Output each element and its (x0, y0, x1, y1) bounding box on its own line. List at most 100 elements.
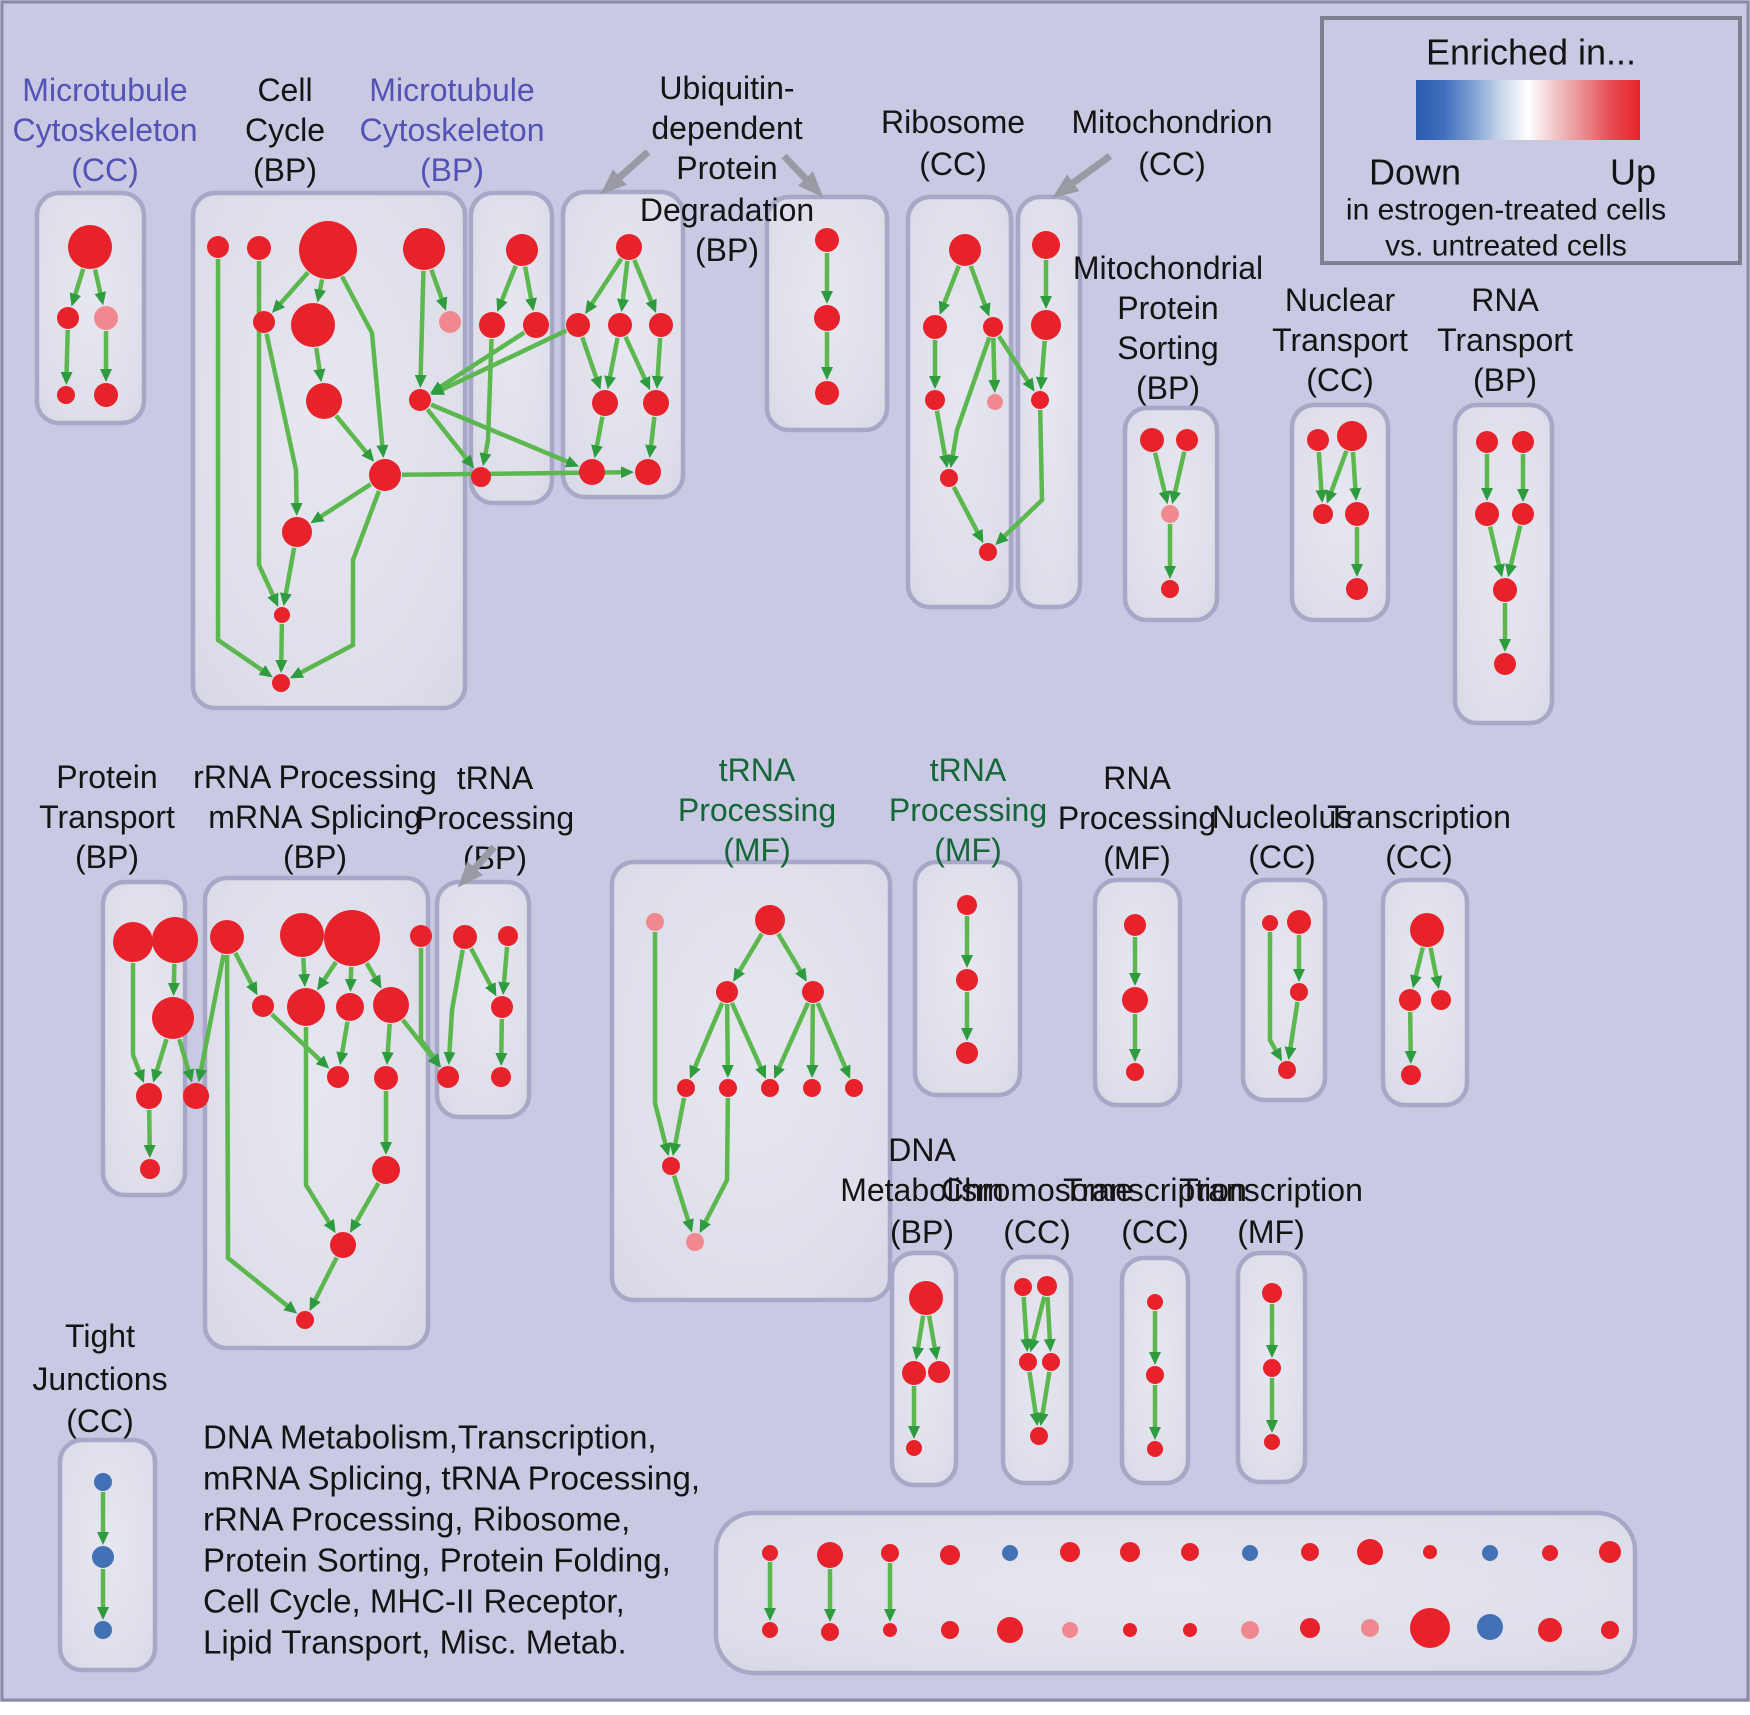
edge (401, 1018, 441, 1068)
node-red (815, 381, 839, 405)
group-label: Degradation (640, 192, 814, 228)
node-red (1475, 502, 1499, 526)
node-red (1161, 580, 1179, 598)
node-red (883, 1623, 897, 1637)
edge (425, 408, 475, 469)
node-red (1512, 503, 1534, 525)
node-red (1313, 504, 1333, 524)
misc-terms-text-line: mRNA Splicing, tRNA Processing, (203, 1460, 700, 1497)
edge (968, 265, 991, 317)
node-red (324, 910, 380, 966)
node-red (1122, 987, 1148, 1013)
edge (645, 416, 658, 459)
edge (938, 265, 961, 315)
node-red (1301, 1543, 1319, 1561)
edge (313, 347, 326, 383)
group-box (1000, 1254, 1074, 1486)
group-label: rRNA Processing (193, 759, 437, 795)
edge (469, 947, 497, 997)
group-label: (BP) (253, 152, 317, 188)
group-microtubule-cytoskeleton-bp (468, 190, 555, 506)
node-red (1014, 1278, 1032, 1296)
node-red (437, 1066, 459, 1088)
group-label: Transport (1272, 322, 1408, 358)
group-label: (CC) (1306, 362, 1374, 398)
edge (430, 402, 580, 468)
node-red (956, 1042, 978, 1064)
node-red (471, 467, 491, 487)
node-red (1140, 428, 1164, 452)
legend-subtitle-2: vs. untreated cells (1385, 230, 1627, 263)
edge (271, 270, 310, 314)
node-red (979, 543, 997, 561)
group-label: Mitochondrial (1073, 250, 1263, 286)
node-red (802, 981, 824, 1003)
group-label: Mitochondrion (1072, 104, 1273, 140)
node-red (409, 389, 431, 411)
node-red (1031, 310, 1061, 340)
group-rna-transport-bp (1452, 402, 1555, 726)
edge (1152, 452, 1171, 505)
edge (498, 946, 511, 996)
edge (1404, 1011, 1417, 1065)
edge (167, 963, 180, 997)
edge (652, 932, 672, 1157)
node-red (1264, 1434, 1280, 1450)
group-box (1240, 877, 1328, 1103)
node-red (1599, 1541, 1621, 1563)
group-label: tRNA (930, 752, 1007, 788)
legend-box (1320, 16, 1742, 265)
group-label: Processing (889, 792, 1047, 828)
edge (195, 954, 226, 1083)
group-box (1289, 402, 1391, 623)
node-pink (94, 306, 118, 330)
group-label: (MF) (1103, 840, 1171, 876)
group-label: Ubiquitin- (659, 70, 794, 106)
group-label: dependent (651, 110, 802, 146)
node-red (113, 922, 153, 962)
group-label: (MF) (723, 832, 791, 868)
node-red (1147, 1441, 1163, 1457)
edge (151, 1038, 169, 1083)
edge (275, 623, 288, 674)
edge (298, 957, 311, 988)
group-transcription-cc-middle (1380, 877, 1470, 1108)
group-label: Transcription (1327, 799, 1511, 835)
edge (733, 932, 764, 982)
node-red (940, 469, 958, 487)
legend-title: Enriched in... (1426, 32, 1636, 73)
node-pink (646, 913, 664, 931)
group-label: Nucleolus (1212, 799, 1353, 835)
group-label: tRNA (719, 752, 796, 788)
node-red (817, 1542, 843, 1568)
group-label: Processing (678, 792, 836, 828)
node-pink (987, 394, 1003, 410)
group-label: tRNA (457, 760, 534, 796)
group-label: Protein (676, 150, 777, 186)
group-label: Nuclear (1285, 282, 1396, 318)
edge (414, 270, 427, 389)
node-pink (1161, 505, 1179, 523)
node-red (815, 228, 839, 252)
group-label: (CC) (1121, 1214, 1189, 1250)
node-red (762, 1622, 778, 1638)
node-red (845, 1079, 863, 1097)
node-red (957, 895, 977, 915)
node-red (1357, 1539, 1383, 1565)
node-red (306, 383, 342, 419)
edge (349, 1181, 381, 1233)
group-label: Tight (65, 1318, 135, 1354)
edge (1325, 450, 1349, 504)
node-red (247, 236, 271, 260)
edge (699, 1097, 731, 1234)
edge (671, 1174, 694, 1233)
node-pink (686, 1233, 704, 1251)
edge (651, 337, 664, 390)
misc-terms-text-line: Protein Sorting, Protein Folding, (203, 1542, 671, 1579)
group-label: RNA (1103, 760, 1171, 796)
node-red (403, 228, 445, 270)
node-red (453, 925, 477, 949)
node-red (1263, 1359, 1281, 1377)
misc-terms-text-line: DNA Metabolism,Transcription, (203, 1419, 657, 1456)
